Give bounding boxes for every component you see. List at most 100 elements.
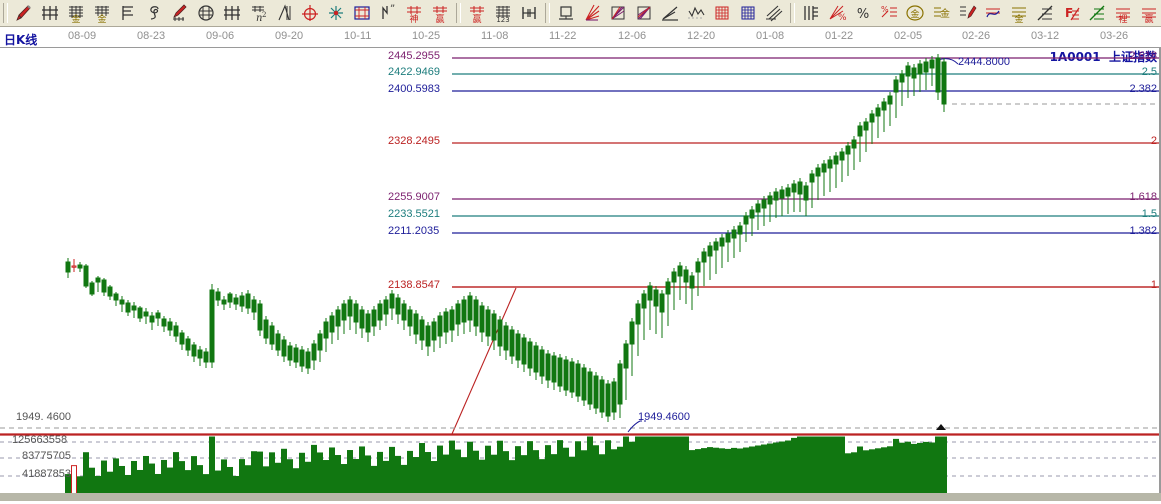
date-tick: 03-26 <box>1100 30 1129 42</box>
up-slope-tool[interactable] <box>1032 1 1058 25</box>
volume-axis-label: 125663558 <box>12 434 68 446</box>
percent-ladder-tool[interactable]: % <box>876 1 902 25</box>
percent-fan-tool[interactable]: % <box>824 1 850 25</box>
wave-tool[interactable]: ” <box>375 1 401 25</box>
percent-tool[interactable]: % <box>850 1 876 25</box>
date-tick: 10-25 <box>412 30 441 42</box>
ink-pen-tool[interactable] <box>954 1 980 25</box>
date-tick: 12-20 <box>687 30 716 42</box>
svg-text:金: 金 <box>910 8 919 20</box>
fib-ratio-label: 1.382 <box>1129 225 1157 237</box>
ying-slope-tool[interactable]: 赢 <box>1136 1 1161 25</box>
svg-text:%: % <box>881 5 889 14</box>
marker-pen-tool[interactable] <box>167 1 193 25</box>
wave-channel-tool[interactable] <box>980 1 1006 25</box>
date-tick: 10-11 <box>344 30 372 42</box>
box-tool[interactable] <box>349 1 375 25</box>
grid-lines-tool[interactable] <box>37 1 63 25</box>
ying-tool[interactable]: 赢 <box>427 1 453 25</box>
price-annotation: 2444.8000 <box>958 56 1010 68</box>
fan-grid-tool[interactable] <box>219 1 245 25</box>
date-tick: 09-06 <box>206 30 235 42</box>
fib-ratio-label: 2.382 <box>1129 83 1157 95</box>
zigzag-tool[interactable] <box>683 1 709 25</box>
green-slope-tool[interactable] <box>1084 1 1110 25</box>
svg-text:裡: 裡 <box>1118 13 1127 25</box>
drawing-tools-toolbar[interactable]: 金 金 n 2 ” 神 赢 赢 123%%% 金 金 金 F 裡 赢 <box>0 0 1161 27</box>
numbered-grid-tool[interactable]: 123 <box>490 1 516 25</box>
chart-right-border <box>1159 48 1161 493</box>
volume-pane[interactable] <box>0 434 1161 501</box>
svg-text:n: n <box>256 13 262 24</box>
percent-grid-tool[interactable] <box>115 1 141 25</box>
grid-dense-tool-2[interactable] <box>735 1 761 25</box>
spiral-tool[interactable] <box>141 1 167 25</box>
toolbar-separator <box>456 3 461 23</box>
f-slope-tool[interactable]: F <box>1058 1 1084 25</box>
toolbar-separator <box>545 3 550 23</box>
volume-svg <box>0 434 1159 498</box>
fib-ratio-label: 1.5 <box>1141 208 1157 220</box>
fib-price-label: 2328.2495 <box>388 135 440 147</box>
svg-text:神: 神 <box>409 13 418 25</box>
gold-ratio-tool-1[interactable]: 金 <box>63 1 89 25</box>
parallel-channel-tool[interactable] <box>761 1 787 25</box>
fan-rays-tool[interactable] <box>579 1 605 25</box>
li-slope-tool[interactable]: 裡 <box>1110 1 1136 25</box>
date-tick: 12-06 <box>618 30 647 42</box>
pen-draw-tool[interactable] <box>11 1 37 25</box>
gold-circle-tool[interactable]: 金 <box>902 1 928 25</box>
grid-dense-tool[interactable] <box>709 1 735 25</box>
fib-ratio-label: 1 <box>1150 279 1157 291</box>
gold-ratio-tool-2[interactable]: 金 <box>89 1 115 25</box>
grid-ying-tool[interactable]: 赢 <box>464 1 490 25</box>
fib-price-label: 2445.2955 <box>388 50 440 62</box>
svg-text:赢: 赢 <box>435 13 444 25</box>
snowflake-tool[interactable] <box>323 1 349 25</box>
svg-text:2: 2 <box>262 11 266 19</box>
shaded-fan-tool[interactable] <box>631 1 657 25</box>
date-tick: 08-09 <box>68 30 97 42</box>
date-tick: 02-26 <box>962 30 991 42</box>
svg-text:赢: 赢 <box>1144 13 1153 25</box>
toolbar-separator <box>3 3 8 23</box>
svg-text:金: 金 <box>1014 13 1023 25</box>
gold-ladder-tool[interactable]: 金 <box>928 1 954 25</box>
date-tick: 01-08 <box>756 30 785 42</box>
svg-text:金: 金 <box>97 13 106 25</box>
crosshair-tool[interactable] <box>297 1 323 25</box>
kline-period-label: 日K线 <box>4 33 38 47</box>
svg-text:”: ” <box>390 4 395 15</box>
angle-tool[interactable] <box>271 1 297 25</box>
fib-ratio-label: 1.618 <box>1129 191 1157 203</box>
svg-text:%: % <box>857 7 869 22</box>
candlestick-svg <box>0 54 1159 435</box>
date-tick: 11-22 <box>549 30 577 42</box>
circle-tool[interactable] <box>193 1 219 25</box>
horizontal-span-tool[interactable] <box>516 1 542 25</box>
date-tick: 09-20 <box>275 30 304 42</box>
shen-tool[interactable]: 神 <box>401 1 427 25</box>
fib-price-label: 2138.8547 <box>388 279 440 291</box>
price-pane[interactable] <box>0 48 1161 435</box>
price-axis-label: 1949. 4600 <box>16 411 72 423</box>
diagonal-box-tool[interactable] <box>605 1 631 25</box>
horizontal-scrollbar[interactable] <box>0 493 1161 501</box>
volume-axis-label: 83775705 <box>22 450 71 462</box>
ladder-tool[interactable] <box>798 1 824 25</box>
svg-text:F: F <box>1065 6 1073 20</box>
rect-frame-tool[interactable] <box>553 1 579 25</box>
fib-price-label: 2233.5521 <box>388 208 440 220</box>
svg-text:赢: 赢 <box>472 13 481 25</box>
date-axis: 08-09 08-23 09-06 09-20 10-11 10-25 11-08 11-22… <box>0 27 1161 48</box>
fib-ratio-label: 2.5 <box>1141 66 1157 78</box>
gold-line-tool[interactable]: 金 <box>1006 1 1032 25</box>
trend-line-tool[interactable] <box>657 1 683 25</box>
svg-text:123: 123 <box>496 16 509 24</box>
fib-price-label: 2255.9007 <box>388 191 440 203</box>
chart-area[interactable]: 1A0001 上证指数 2445.2955 2.618 2422.9469 2.5 24… <box>0 48 1161 501</box>
symbol-name: 上证指数 <box>1108 50 1157 64</box>
fib-price-label: 2211.2035 <box>388 225 440 237</box>
fib-price-label: 2422.9469 <box>388 66 440 78</box>
